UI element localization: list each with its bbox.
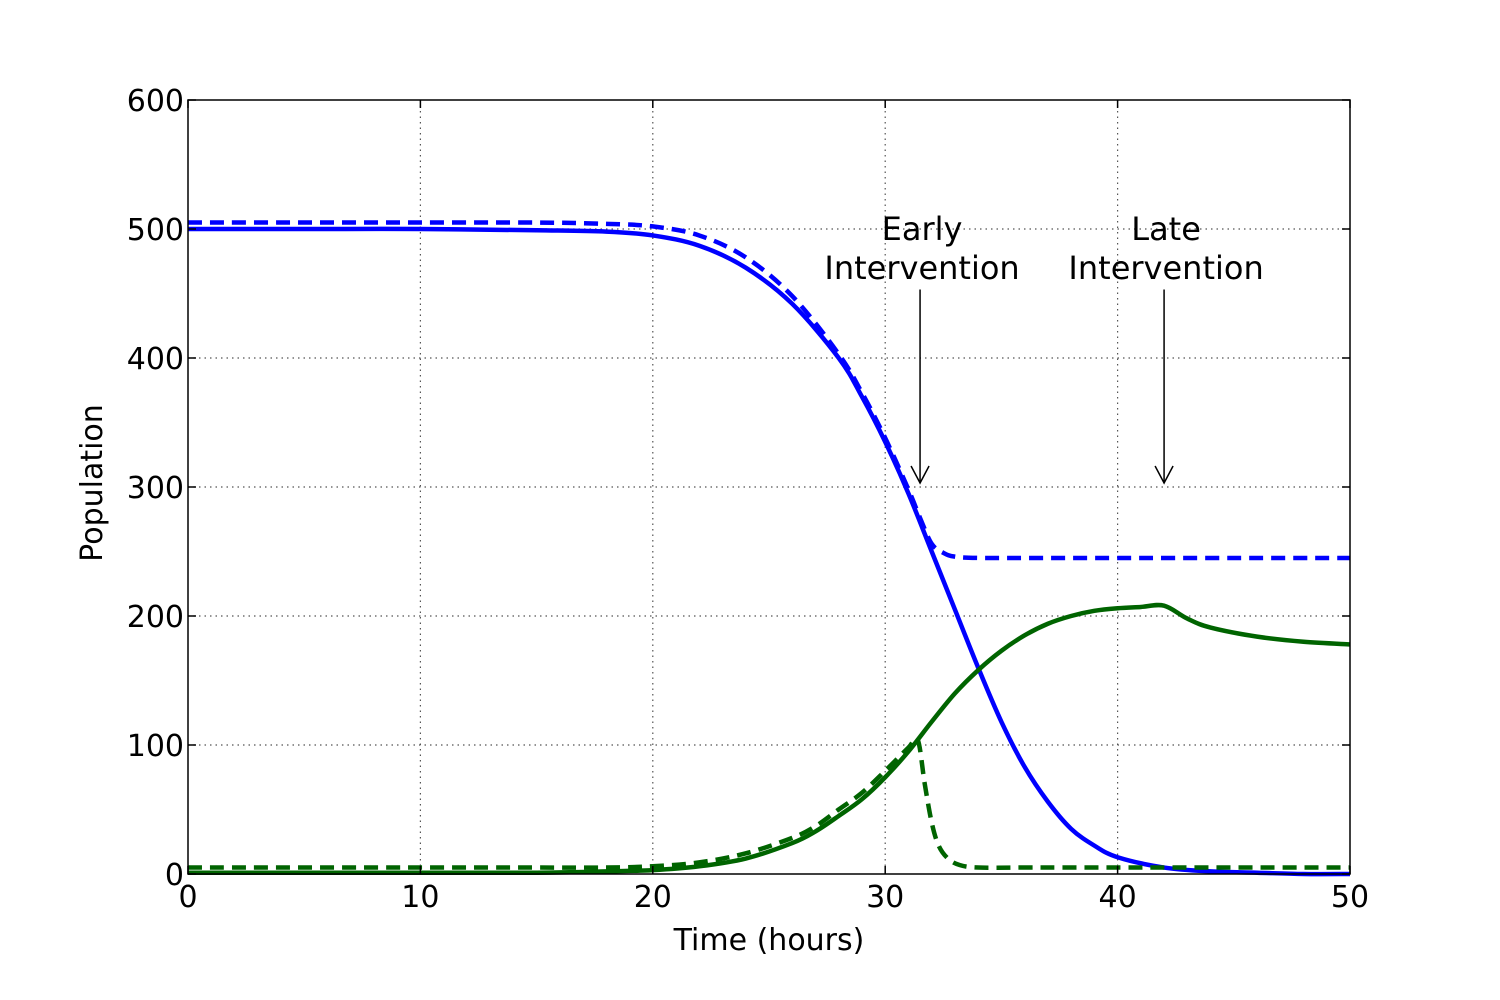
x-tick-label: 0 [178,880,197,915]
x-tick-label: 50 [1331,880,1369,915]
x-tick-label: 30 [866,880,904,915]
y-tick-label: 400 [127,342,184,377]
series-line-1 [187,226,1351,877]
y-axis-label: Population [75,404,110,562]
series-layer [187,220,1351,877]
x-tick-label: 10 [401,880,439,915]
annotation-text: Early [882,210,963,248]
x-tick-label: 40 [1099,880,1137,915]
y-tick-label: 100 [127,729,184,764]
y-tick-label: 500 [127,213,184,248]
y-tick-label: 600 [127,84,184,119]
annotation-text: Intervention [1068,249,1263,287]
x-tick-label: 20 [634,880,672,915]
series-line-4 [187,735,1350,870]
series-line-3 [187,602,1351,876]
annotation-text: Late [1131,210,1201,248]
y-tick-label: 200 [127,600,184,635]
y-tick-label: 300 [127,471,184,506]
annotation-arrowhead [1154,465,1174,485]
series-line-2 [187,220,1350,561]
x-axis-label: Time (hours) [673,923,865,958]
annotation-text: Intervention [824,249,1019,287]
annotation-arrowhead [910,465,930,485]
y-tick-label: 0 [165,858,184,893]
